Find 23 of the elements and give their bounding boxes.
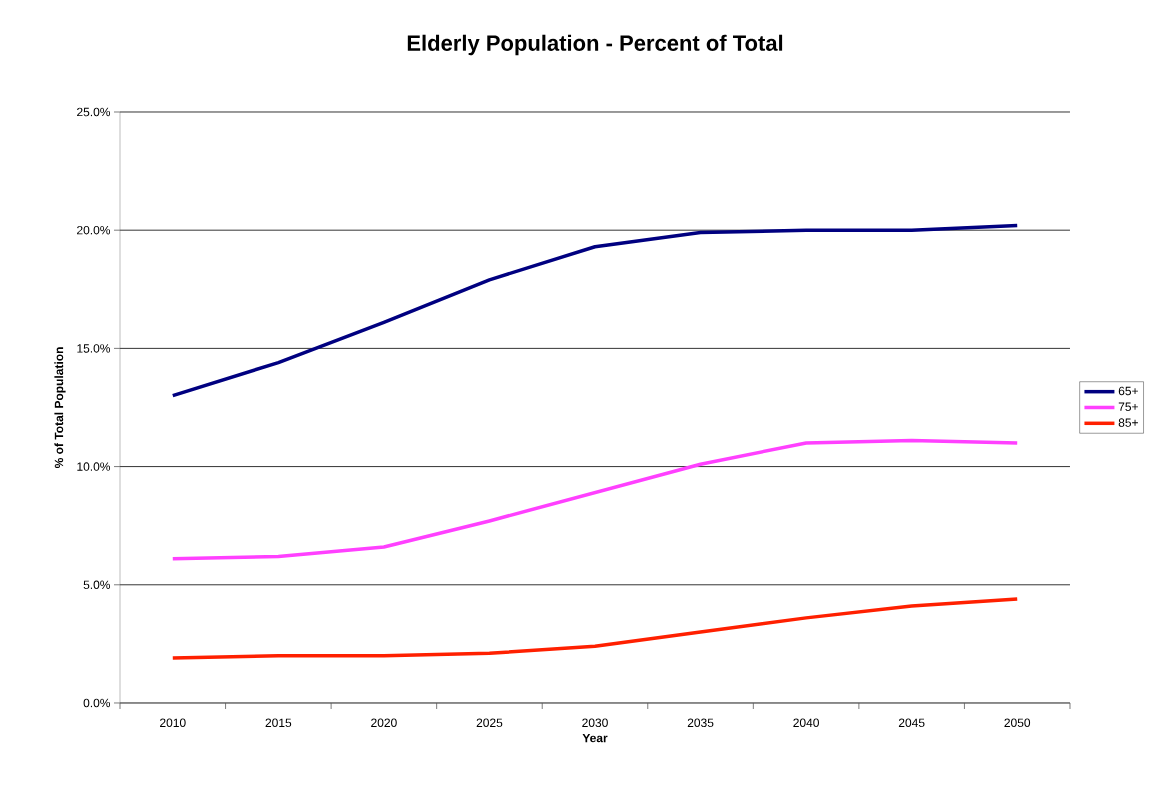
chart-title: Elderly Population - Percent of Total [407, 34, 783, 56]
line-series [171, 223, 1019, 398]
line-series [171, 597, 1019, 660]
legend-label: 75+ [1118, 402, 1138, 411]
y-axis-title: % of Total Population [54, 347, 66, 469]
y-tick-label: 25.0% [77, 107, 111, 117]
y-tick-label: 0.0% [83, 698, 111, 708]
legend-label: 65+ [1118, 386, 1138, 396]
y-tick-label: 15.0% [77, 344, 111, 353]
y-tick-label: 10.0% [77, 462, 111, 471]
x-tick-label: 2035 [687, 718, 714, 728]
x-tick-label: 2015 [265, 718, 292, 728]
x-tick-label: 2020 [371, 718, 397, 728]
x-axis-title: Year [582, 733, 608, 743]
y-tick-label: 20.0% [77, 225, 111, 235]
x-tick-label: 2040 [793, 718, 819, 728]
x-tick-label: 2030 [582, 718, 608, 728]
x-tick-label: 2045 [898, 718, 925, 728]
y-tick-label: 5.0% [83, 580, 111, 590]
x-tick-label: 2050 [1004, 718, 1031, 728]
legend-label: 85+ [1118, 418, 1138, 427]
x-tick-label: 2010 [160, 718, 186, 728]
x-tick-label: 2025 [476, 718, 503, 728]
